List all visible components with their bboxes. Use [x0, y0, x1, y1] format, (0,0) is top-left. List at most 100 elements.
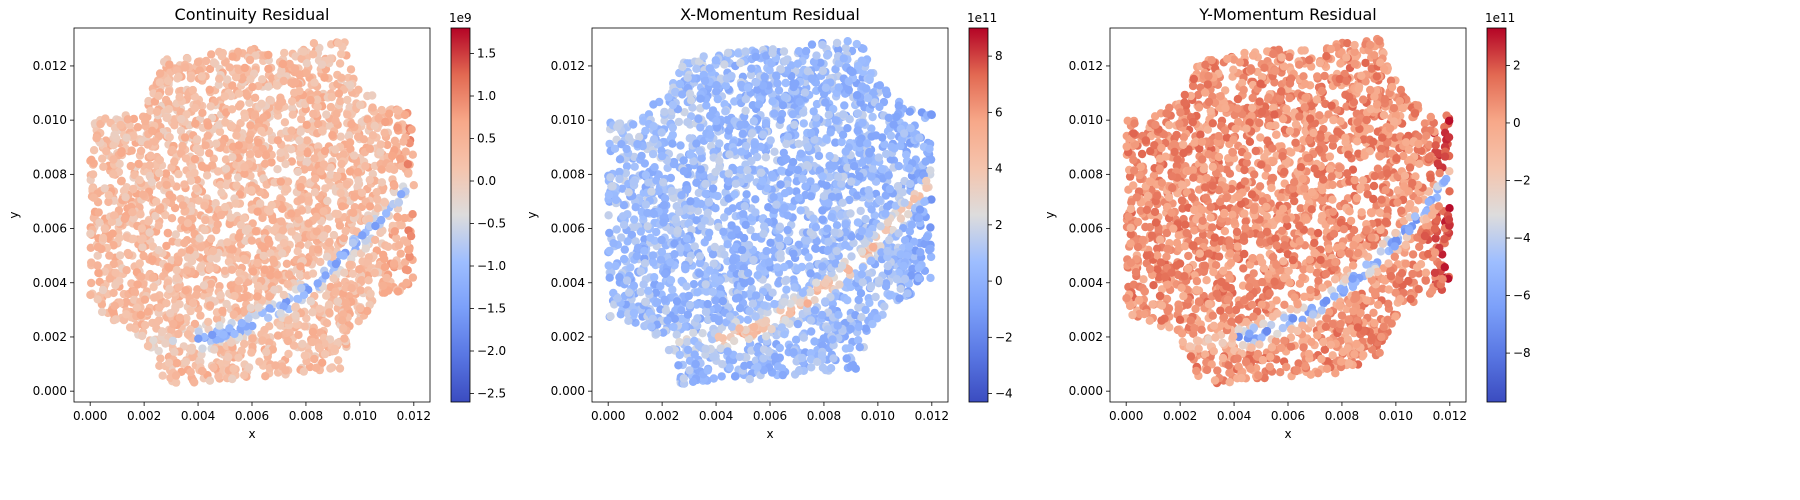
scatter-point	[654, 187, 663, 196]
scatter-point	[109, 155, 118, 164]
y-tick-label: 0.004	[33, 276, 67, 290]
scatter-point	[291, 302, 300, 311]
scatter-point	[166, 309, 175, 318]
scatter-point	[257, 241, 266, 250]
scatter-point	[177, 248, 186, 257]
scatter-point	[234, 233, 243, 242]
scatter-point	[213, 220, 222, 229]
scatter-point	[165, 190, 174, 200]
scatter-point	[109, 211, 119, 220]
scatter-point	[839, 110, 848, 119]
scatter-point	[190, 103, 200, 113]
scatter-point	[394, 241, 404, 250]
scatter-point	[279, 302, 288, 311]
scatter-point	[164, 87, 174, 96]
scatter-point	[249, 267, 258, 276]
scatter-point	[100, 184, 109, 193]
scatter-point	[331, 116, 340, 125]
scatter-point	[230, 291, 239, 301]
scatter-point	[920, 197, 929, 206]
scatter-point	[379, 281, 388, 290]
scatter-point	[329, 230, 339, 240]
scatter-point	[248, 334, 257, 343]
scatter-point	[183, 219, 193, 228]
scatter-point	[615, 155, 625, 164]
scatter-point	[123, 248, 132, 258]
scatter-point	[192, 135, 202, 144]
scatter-point	[354, 85, 363, 95]
scatter-point	[313, 102, 322, 112]
scatter-point	[393, 106, 402, 115]
scatter-point	[336, 132, 345, 141]
scatter-point	[678, 90, 687, 99]
scatter-point	[370, 121, 379, 131]
scatter-point	[222, 299, 231, 309]
scatter-point	[762, 246, 771, 256]
scatter-point	[158, 371, 167, 380]
scatter-point	[609, 239, 618, 248]
x-tick-label: 0.012	[397, 409, 431, 423]
scatter-point	[190, 319, 200, 329]
colorbar-tick-label: −0.5	[477, 217, 506, 231]
scatter-point	[331, 287, 340, 296]
scatter-point	[109, 170, 118, 179]
scatter-point	[754, 100, 764, 109]
scatter-point	[115, 233, 124, 243]
scatter-point	[618, 184, 627, 193]
scatter-point	[228, 52, 237, 61]
scatter-point	[194, 334, 203, 343]
scatter-point	[812, 278, 821, 287]
scatter-point	[278, 59, 288, 69]
scatter-point	[87, 278, 96, 288]
scatter-point	[287, 227, 296, 236]
scatter-point	[280, 118, 290, 127]
scatter-point	[878, 164, 887, 174]
scatter-point	[612, 225, 621, 234]
scatter-point	[117, 148, 126, 158]
scatter-point	[333, 209, 342, 219]
scatter-point	[207, 50, 216, 59]
scatter-point	[347, 284, 356, 293]
scatter-point	[810, 296, 819, 305]
y-tick-label: 0.010	[33, 113, 67, 127]
scatter-point	[247, 236, 256, 245]
scatter-point	[270, 285, 279, 294]
scatter-point	[212, 314, 222, 323]
scatter-point	[337, 73, 346, 83]
scatter-point	[404, 169, 413, 178]
x-tick-label: 0.000	[73, 409, 107, 423]
scatter-point	[856, 206, 865, 216]
scatter-point	[303, 149, 312, 158]
scatter-point	[743, 166, 752, 175]
scatter-point	[122, 233, 131, 242]
y-tick-label: 0.002	[33, 330, 67, 344]
scatter-point	[108, 229, 117, 238]
scatter-point	[228, 245, 237, 254]
scatter-point	[350, 192, 359, 201]
scatter-point	[319, 231, 329, 240]
scatter-point	[312, 363, 321, 372]
scatter-point	[329, 274, 338, 283]
scatter-point	[278, 226, 288, 235]
scatter-point	[914, 263, 923, 273]
scatter-point	[368, 91, 377, 100]
scatter-point	[400, 213, 409, 223]
scatter-point	[799, 119, 808, 128]
scatter-point	[308, 269, 318, 278]
scatter-point	[206, 254, 215, 263]
scatter-point	[407, 125, 416, 134]
scatter-point	[322, 252, 332, 261]
scatter-point	[322, 319, 332, 328]
scatter-point	[630, 222, 639, 232]
scatter-point	[306, 95, 315, 105]
scatter-point	[876, 222, 885, 231]
scatter-point	[812, 99, 822, 109]
scatter-point	[349, 151, 359, 160]
scatter-point	[402, 278, 411, 287]
scatter-point	[703, 208, 712, 217]
scatter-point	[810, 184, 819, 193]
scatter-point	[139, 280, 148, 289]
scatter-point	[333, 172, 342, 181]
scatter-point	[783, 225, 792, 235]
scatter-point	[111, 280, 120, 290]
